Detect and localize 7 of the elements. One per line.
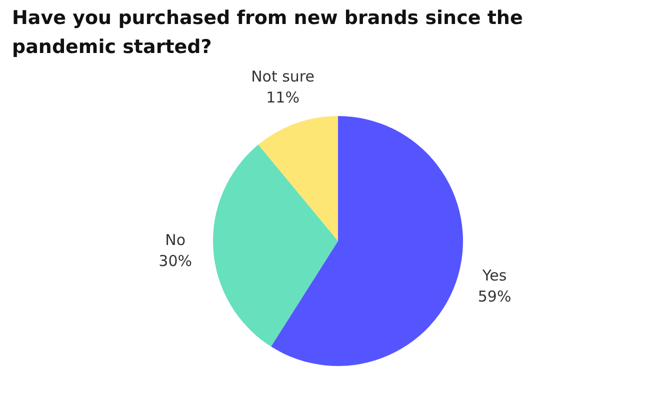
chart-title: Have you purchased from new brands since the pandemic started? (12, 6, 524, 60)
slice-label: Yes (481, 266, 507, 284)
slice-label: No (165, 231, 186, 250)
slice-label: Not sure (251, 68, 315, 86)
data-label: 11% (266, 88, 300, 107)
data-label: 59% (478, 287, 512, 306)
data-label: 30% (158, 252, 192, 270)
